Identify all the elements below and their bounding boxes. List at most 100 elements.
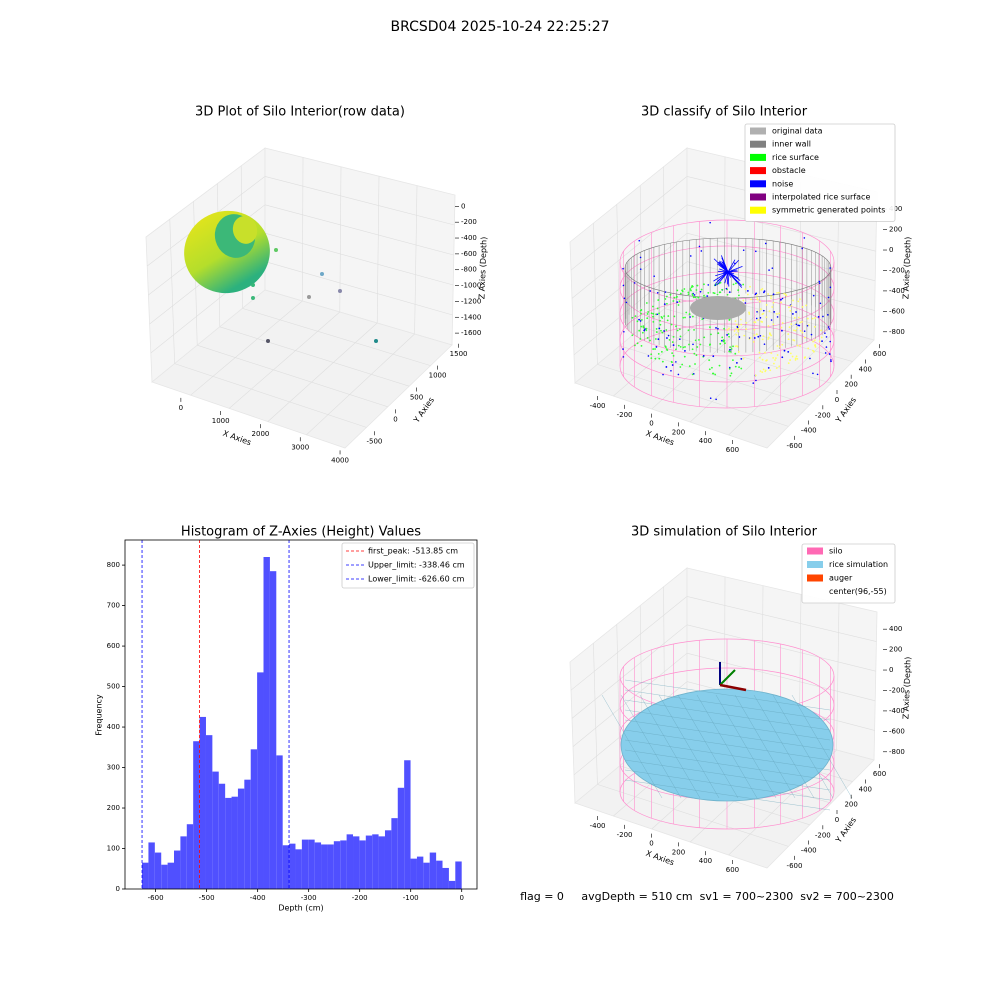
surface-point	[792, 329, 795, 332]
surface-point	[799, 329, 802, 332]
surface-point	[658, 312, 660, 315]
y-tick-label: 500	[410, 394, 423, 402]
histogram-bar	[314, 842, 322, 889]
surface-point	[661, 360, 664, 363]
histogram-bar	[231, 796, 238, 889]
surface-point	[784, 293, 787, 296]
noise-point	[639, 320, 642, 322]
surface-point	[736, 345, 738, 347]
noise-point	[822, 315, 824, 318]
surface-point	[710, 333, 712, 336]
surface-point	[773, 362, 775, 365]
surface-point	[728, 350, 731, 353]
surface-point	[752, 340, 755, 343]
legend-box	[341, 542, 475, 589]
surface-point	[655, 331, 658, 333]
surface-point	[758, 351, 761, 354]
noise-point	[806, 324, 809, 327]
rice-mesh	[624, 679, 831, 711]
z-tick-label: -800	[461, 266, 477, 274]
surface-point	[719, 342, 722, 345]
noise-point	[639, 256, 642, 259]
legend-swatch	[807, 547, 823, 555]
surface-point	[721, 336, 724, 339]
surface-point	[702, 355, 705, 357]
rice-mesh	[753, 694, 815, 799]
surface-point	[701, 318, 704, 321]
surface-point	[636, 342, 639, 345]
noise-point	[727, 271, 729, 285]
surface-point	[735, 333, 738, 336]
rice-mesh	[624, 749, 831, 781]
surface-point	[640, 309, 643, 311]
chart-title: 3D Plot of Silo Interior(row data)	[195, 105, 405, 120]
histogram-bar	[353, 836, 360, 889]
surface-point	[772, 356, 775, 359]
surface-point	[681, 363, 684, 366]
surface-point	[665, 329, 668, 331]
surface-point	[708, 368, 711, 371]
z-tick-label: 200	[889, 226, 902, 234]
y-tick-label: 0	[835, 816, 839, 824]
z-tick-label: 400	[889, 205, 902, 213]
auger	[719, 683, 747, 692]
noise-point	[736, 325, 739, 328]
surface-point	[709, 343, 712, 346]
noise-point	[759, 317, 762, 319]
surface-point	[775, 312, 778, 315]
surface-point	[656, 307, 659, 310]
pane-grid	[174, 363, 367, 428]
chart-title: Histogram of Z-Axies (Height) Values	[181, 525, 421, 540]
histogram-bar	[148, 842, 155, 889]
surface-point	[749, 337, 752, 339]
surface-point	[659, 319, 661, 322]
pane-grid	[570, 596, 688, 691]
surface-point	[787, 362, 790, 365]
surface-point	[658, 327, 661, 330]
plot-frame	[124, 539, 478, 890]
surface-point	[769, 369, 772, 372]
z-tick-label: -600	[889, 727, 905, 735]
surface-point	[748, 311, 750, 314]
surface-point	[638, 329, 641, 332]
surface-point	[703, 283, 705, 286]
y-tick-label: 200	[844, 381, 857, 389]
noise-point	[689, 255, 692, 257]
surface-point	[728, 335, 731, 338]
surface-point	[756, 298, 759, 301]
surface-point	[767, 366, 770, 369]
surface-point	[795, 311, 797, 313]
rice-mesh	[620, 694, 682, 799]
surface-point	[657, 352, 660, 355]
surface-point	[807, 347, 810, 350]
surface-point	[744, 288, 747, 291]
noise-point	[719, 263, 729, 273]
y-tick-label: 500	[107, 683, 120, 691]
surface-point	[664, 298, 667, 300]
surface-point	[753, 334, 756, 337]
surface-point	[672, 300, 675, 302]
noise-point	[623, 297, 626, 300]
x-tick-label: -500	[199, 894, 215, 902]
noise-point	[662, 373, 664, 376]
surface-point	[720, 339, 723, 342]
noise-point	[709, 397, 712, 399]
surface-point	[813, 350, 815, 353]
surface-point	[749, 285, 751, 288]
z-tick-label: -600	[461, 250, 477, 258]
surface-point	[660, 316, 663, 318]
pane-grid	[190, 300, 303, 396]
surface-point	[652, 315, 654, 318]
surface-point	[693, 328, 695, 331]
histogram-bar	[205, 735, 213, 889]
z-tick-label: -1400	[461, 313, 481, 321]
surface-point	[756, 297, 759, 299]
rice-mesh	[601, 694, 663, 799]
z-tick-label: -800	[889, 328, 905, 336]
surface-point	[690, 289, 692, 292]
legend-label: interpolated rice surface	[772, 193, 870, 202]
surface-point	[732, 345, 734, 348]
surface-point	[728, 319, 731, 321]
rice-mesh	[624, 719, 831, 751]
histogram-bar	[391, 818, 398, 889]
